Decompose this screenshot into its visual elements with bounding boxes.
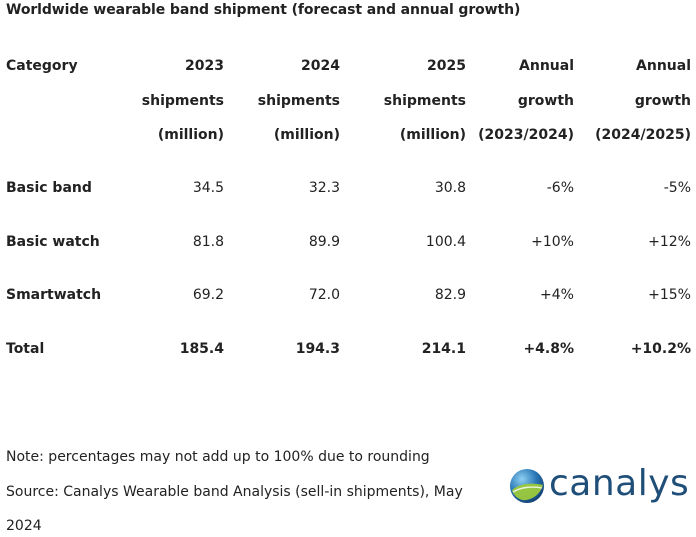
globe-icon	[510, 469, 544, 503]
cell-2024: 72.0	[308, 287, 340, 303]
row-category: Basic band	[6, 180, 92, 196]
cell-2025: 82.9	[434, 287, 466, 303]
table-title: Worldwide wearable band shipment (foreca…	[6, 2, 521, 18]
header-2024-line3: (million)	[273, 127, 340, 143]
cell-growth2: +10.2%	[630, 341, 691, 357]
logo-wordmark: canalys	[549, 463, 690, 504]
note-rounding: Note: percentages may not add up to 100%…	[6, 449, 430, 465]
header-2023-line2: shipments	[141, 93, 224, 109]
header-2025-line1: 2025	[427, 58, 466, 74]
header-2024-line2: shipments	[257, 93, 340, 109]
header-category: Category	[6, 58, 78, 74]
header-2025-line2: shipments	[383, 93, 466, 109]
cell-growth2: -5%	[663, 180, 691, 196]
header-2023-line1: 2023	[185, 58, 224, 74]
row-category: Basic watch	[6, 234, 100, 250]
cell-2024: 32.3	[308, 180, 340, 196]
header-growth2-line1: Annual	[636, 58, 691, 74]
row-category: Total	[6, 341, 45, 357]
header-2024-line1: 2024	[301, 58, 340, 74]
cell-2025: 214.1	[421, 341, 466, 357]
canalys-logo: canalys	[507, 463, 690, 506]
header-growth1-line3: (2023/2024)	[478, 127, 574, 143]
note-source-year: 2024	[6, 518, 42, 534]
cell-growth1: -6%	[546, 180, 574, 196]
cell-growth1: +4.8%	[523, 341, 574, 357]
cell-growth2: +12%	[648, 234, 691, 250]
cell-growth2: +15%	[648, 287, 691, 303]
header-2025-line3: (million)	[399, 127, 466, 143]
cell-2024: 194.3	[295, 341, 340, 357]
cell-2023: 69.2	[192, 287, 224, 303]
cell-2023: 81.8	[192, 234, 224, 250]
cell-2025: 30.8	[434, 180, 466, 196]
header-growth1-line1: Annual	[519, 58, 574, 74]
header-growth1-line2: growth	[517, 93, 574, 109]
cell-growth1: +10%	[531, 234, 574, 250]
header-2023-line3: (million)	[157, 127, 224, 143]
cell-2023: 34.5	[192, 180, 224, 196]
cell-2025: 100.4	[425, 234, 466, 250]
cell-2024: 89.9	[308, 234, 340, 250]
header-growth2-line3: (2024/2025)	[595, 127, 691, 143]
cell-2023: 185.4	[179, 341, 224, 357]
row-category: Smartwatch	[6, 287, 102, 303]
cell-growth1: +4%	[540, 287, 574, 303]
header-growth2-line2: growth	[634, 93, 691, 109]
note-source: Source: Canalys Wearable band Analysis (…	[6, 484, 463, 500]
